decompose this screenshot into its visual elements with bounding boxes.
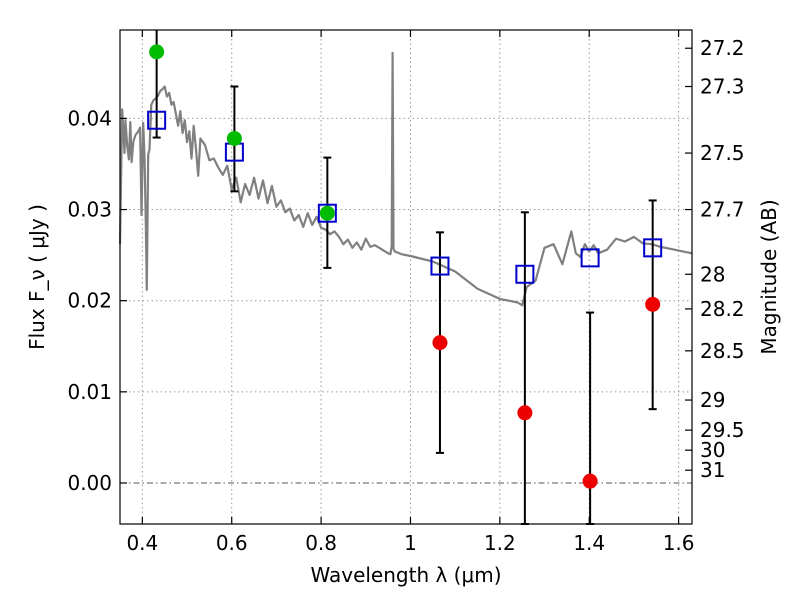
model-spectrum-line (118, 51, 693, 307)
right-tick-label: 27.2 (700, 36, 745, 60)
grid-lines (120, 30, 692, 524)
non-detection-point (432, 335, 448, 351)
detection-point (149, 44, 165, 60)
model-photometry-square (643, 238, 663, 258)
right-tick-label: 31 (700, 458, 725, 482)
right-tick-label: 28.5 (700, 339, 745, 363)
model-photometry-square (317, 203, 337, 223)
right-tick-label: 29.5 (700, 418, 745, 442)
y-tick-label: 0.00 (67, 471, 112, 495)
detection-point (319, 205, 335, 221)
y-tick-label: 0.02 (67, 289, 112, 313)
x-axis-title: Wavelength λ (μm) (310, 563, 501, 587)
right-tick-label: 29 (700, 388, 725, 412)
x-tick-label: 1 (404, 531, 417, 555)
non-detection-point (645, 296, 661, 312)
right-tick-label: 27.5 (700, 141, 745, 165)
axis-ticks: 0.4 0.6 0.8 1 1.2 1.4 1.6 0.00 0.01 0.02 0.03 0.04 2… (67, 30, 745, 555)
plot-frame (119, 29, 693, 525)
x-tick-label: 0.8 (305, 531, 337, 555)
right-tick-label: 27.3 (700, 75, 745, 99)
model-photometry-square (515, 264, 535, 284)
x-tick-label: 1.2 (484, 531, 516, 555)
y-tick-label: 0.03 (67, 198, 112, 222)
right-tick-label: 30 (700, 438, 725, 462)
detection-point (226, 130, 242, 146)
x-tick-label: 0.6 (216, 531, 248, 555)
right-tick-label: 28.2 (700, 297, 745, 321)
non-detection-point (517, 405, 533, 421)
model-photometry-square (580, 248, 600, 268)
model-photometry-square (147, 110, 167, 130)
right-tick-label: 27.7 (700, 198, 745, 222)
y-tick-label: 0.04 (67, 106, 112, 130)
non-detection-point (582, 473, 598, 489)
y-tick-label: 0.01 (67, 380, 112, 404)
right-tick-label: 28 (700, 262, 725, 286)
y-axis-title: Flux F_ν ( μJy ) (25, 204, 49, 350)
plot-area (118, 30, 693, 525)
right-axis-title: Magnitude (AB) (757, 199, 781, 354)
x-tick-label: 0.4 (126, 531, 158, 555)
x-tick-label: 1.6 (663, 531, 695, 555)
model-photometry-square (430, 256, 450, 276)
x-tick-label: 1.4 (573, 531, 605, 555)
